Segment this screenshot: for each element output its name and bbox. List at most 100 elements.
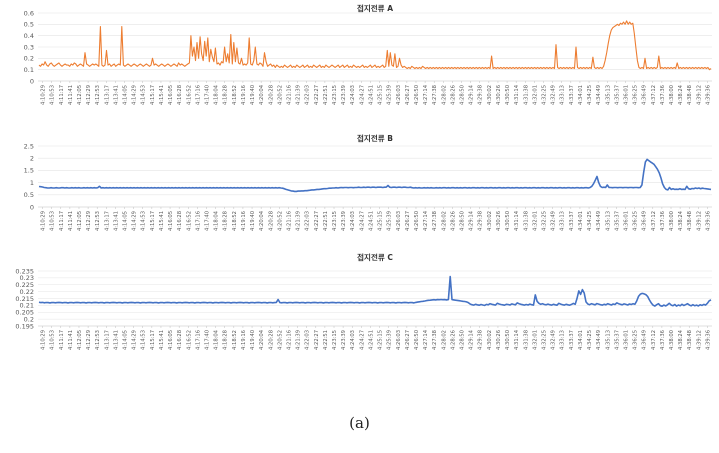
y-tick-label: 0.1 (24, 66, 34, 74)
x-tick-label: 4:28:26 (450, 85, 456, 105)
x-tick-label: 4:12:05 (77, 211, 83, 231)
x-tick-label: 4:21:39 (296, 211, 302, 231)
y-tick-label: 0.2 (24, 315, 34, 323)
x-tick-label: 4:30:50 (505, 330, 511, 350)
x-tick-label: 4:31:38 (523, 211, 529, 231)
x-tick-label: 4:23:39 (341, 85, 347, 105)
x-tick-label: 4:15:17 (150, 211, 156, 231)
x-tick-label: 4:14:05 (123, 211, 129, 231)
figure-caption: (a) (349, 414, 370, 432)
x-tick-label: 4:12:53 (95, 211, 101, 231)
x-tick-label: 4:18:04 (214, 210, 220, 231)
x-tick-label: 4:26:03 (396, 211, 402, 231)
y-tick-label: 0.5 (24, 191, 34, 199)
x-tick-label: 4:29:38 (478, 211, 484, 231)
x-tick-label: 4:18:52 (232, 85, 238, 105)
x-tick-label: 4:28:02 (441, 330, 447, 350)
x-tick-label: 4:37:12 (651, 330, 657, 350)
y-tick-label: 0.205 (15, 309, 34, 317)
x-tick-label: 4:11:41 (68, 330, 74, 350)
x-tick-label: 4:26:50 (414, 330, 420, 350)
x-tick-label: 4:33:13 (560, 85, 566, 105)
x-tick-label: 4:15:41 (159, 211, 165, 231)
x-tick-label: 4:23:39 (341, 330, 347, 350)
x-tick-label: 4:22:03 (305, 330, 311, 350)
x-tick-label: 4:33:37 (569, 85, 575, 105)
x-tick-label: 4:27:14 (423, 329, 429, 350)
x-tick-label: 4:18:28 (223, 211, 229, 231)
x-tick-label: 4:35:37 (614, 330, 620, 350)
x-tick-label: 4:10:29 (41, 330, 47, 350)
x-tick-label: 4:16:28 (177, 85, 183, 105)
y-tick-label: 0.2 (24, 55, 34, 63)
y-tick-label: 0.225 (15, 281, 34, 289)
series-line (38, 158, 712, 193)
x-tick-label: 4:27:38 (432, 330, 438, 350)
x-tick-label: 4:21:16 (286, 85, 292, 105)
x-tick-label: 4:28:02 (441, 211, 447, 231)
x-tick-label: 4:36:01 (623, 330, 629, 350)
x-tick-label: 4:20:04 (259, 329, 265, 350)
x-tick-label: 4:20:28 (268, 211, 274, 231)
x-tick-label: 4:21:16 (286, 211, 292, 231)
x-tick-label: 4:17:16 (195, 330, 201, 350)
y-tick-label: 0 (30, 77, 34, 85)
x-tick-label: 4:24:27 (359, 330, 365, 350)
x-tick-label: 4:26:03 (396, 85, 402, 105)
x-tick-label: 4:32:25 (542, 211, 548, 231)
x-tick-label: 4:15:41 (159, 85, 165, 105)
x-tick-label: 4:20:04 (259, 84, 265, 105)
x-tick-label: 4:26:27 (405, 211, 411, 231)
x-tick-label: 4:25:39 (387, 85, 393, 105)
x-tick-label: 4:31:14 (514, 210, 520, 231)
x-tick-label: 4:14:29 (132, 211, 138, 231)
x-tick-label: 4:18:52 (232, 211, 238, 231)
x-tick-label: 4:24:03 (350, 330, 356, 350)
x-tick-label: 4:31:14 (514, 329, 520, 350)
y-tick-label: 0.23 (20, 274, 34, 282)
x-tick-label: 4:32:01 (532, 85, 538, 105)
x-tick-label: 4:36:01 (623, 211, 629, 231)
x-tick-label: 4:20:04 (259, 210, 265, 231)
x-tick-label: 4:36:49 (642, 330, 648, 350)
x-tick-label: 4:34:25 (587, 85, 593, 105)
x-tick-label: 4:12:29 (86, 330, 92, 350)
x-tick-label: 4:34:49 (596, 330, 602, 350)
x-tick-label: 4:31:14 (514, 84, 520, 105)
x-tick-label: 4:26:50 (414, 85, 420, 105)
x-tick-label: 4:32:01 (532, 211, 538, 231)
x-tick-label: 4:22:51 (323, 211, 329, 231)
x-tick-label: 4:35:37 (614, 211, 620, 231)
y-tick-label: 0.235 (15, 267, 34, 275)
x-tick-label: 4:14:53 (141, 211, 147, 231)
x-tick-label: 4:23:15 (332, 211, 338, 231)
x-tick-label: 4:36:25 (633, 211, 639, 231)
x-tick-label: 4:28:50 (460, 330, 466, 350)
x-tick-label: 4:35:13 (605, 330, 611, 350)
x-tick-label: 4:27:14 (423, 84, 429, 105)
x-tick-label: 4:28:26 (450, 330, 456, 350)
x-tick-label: 4:38:00 (669, 211, 675, 231)
x-tick-label: 4:37:36 (660, 330, 666, 350)
x-tick-label: 4:21:39 (296, 85, 302, 105)
x-tick-label: 4:22:03 (305, 85, 311, 105)
x-tick-label: 4:38:24 (678, 84, 684, 105)
x-tick-label: 4:36:49 (642, 211, 648, 231)
x-tick-label: 4:36:25 (633, 330, 639, 350)
x-tick-label: 4:30:02 (487, 211, 493, 231)
x-tick-label: 4:38:48 (687, 211, 693, 231)
x-tick-label: 4:22:27 (314, 85, 320, 105)
x-tick-label: 4:23:15 (332, 330, 338, 350)
x-tick-label: 4:26:27 (405, 330, 411, 350)
x-tick-label: 4:32:25 (542, 330, 548, 350)
y-tick-label: 2.5 (24, 142, 34, 150)
x-tick-label: 4:36:49 (642, 85, 648, 105)
panel-current-c: 접지전류 C0.1950.20.2050.210.2150.220.2250.2… (15, 252, 712, 350)
x-tick-label: 4:16:52 (186, 85, 192, 105)
x-tick-label: 4:37:36 (660, 211, 666, 231)
x-tick-label: 4:24:51 (368, 211, 374, 231)
x-tick-label: 4:14:29 (132, 330, 138, 350)
x-tick-label: 4:14:05 (123, 85, 129, 105)
x-tick-label: 4:19:40 (250, 211, 256, 231)
x-tick-label: 4:10:29 (41, 211, 47, 231)
